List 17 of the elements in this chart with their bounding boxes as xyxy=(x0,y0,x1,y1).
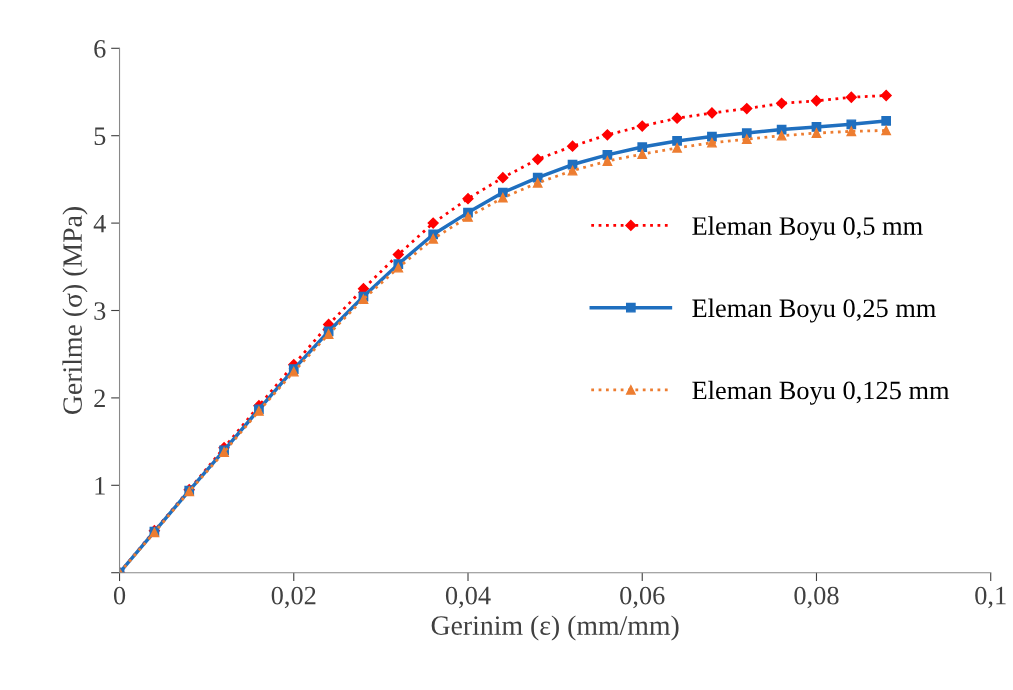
x-axis-title: Gerinim (ε) (mm/mm) xyxy=(431,615,679,641)
legend-label: Eleman Boyu 0,25 mm xyxy=(692,298,936,323)
x-tick-label: 0,08 xyxy=(794,586,839,609)
y-axis-title: Gerilme (σ) (MPa) xyxy=(62,207,88,415)
y-tick-label: 3 xyxy=(94,302,106,320)
y-tick-label: 5 xyxy=(94,127,106,146)
y-tick-label: 4 xyxy=(93,214,106,233)
x-tick-label: 0,1 xyxy=(975,586,1006,609)
x-tick-label: 0,02 xyxy=(271,586,316,609)
x-tick-label: 0 xyxy=(113,586,126,605)
y-tick-label: 2 xyxy=(94,389,105,408)
y-tick-label: 6 xyxy=(94,39,106,58)
legend-label: Eleman Boyu 0,125 mm xyxy=(692,380,950,405)
x-tick-label: 0,04 xyxy=(445,586,491,609)
legend-label: Eleman Boyu 0,5 mm xyxy=(692,216,923,241)
y-tick-label: 1 xyxy=(95,477,105,495)
x-tick-label: 0,06 xyxy=(620,586,665,609)
